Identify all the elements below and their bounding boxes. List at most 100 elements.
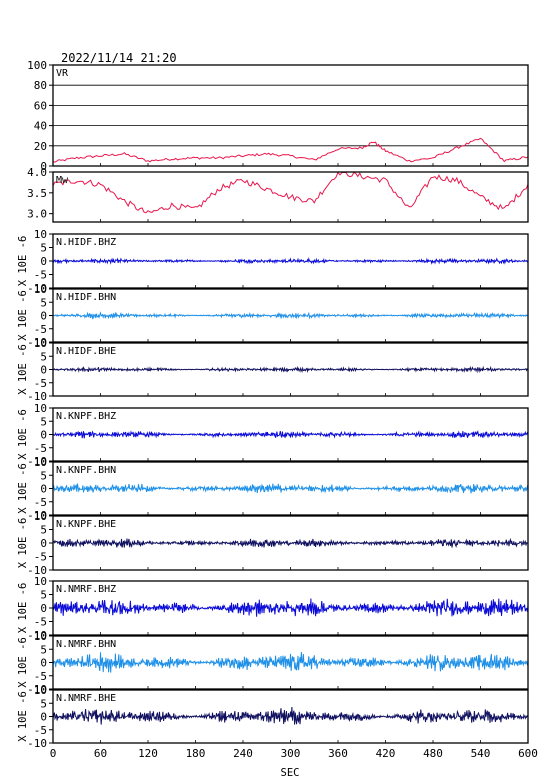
y-tick-label: 80 xyxy=(34,79,47,92)
y-tick-label: 0 xyxy=(40,429,47,442)
y-tick-label: -5 xyxy=(34,442,47,455)
y-tick-label: -10 xyxy=(27,336,47,349)
y-tick-label: 10 xyxy=(34,684,47,697)
y-tick-label: -10 xyxy=(27,683,47,696)
x-tick-label: 300 xyxy=(281,747,301,760)
y-tick-label: 10 xyxy=(34,402,47,415)
y-tick-label: 3.5 xyxy=(27,187,47,200)
trace-n-hidf-bhz xyxy=(52,257,529,265)
panel-label: N.HIDF.BHE xyxy=(56,346,116,357)
y-tick-label: 0 xyxy=(40,483,47,496)
y-axis-unit-label: X 10E -6 xyxy=(17,409,29,460)
y-axis-unit-label: X 10E -6 xyxy=(17,583,29,634)
y-tick-label: -10 xyxy=(27,509,47,522)
y-tick-label: -5 xyxy=(34,496,47,509)
y-tick-label: 3.0 xyxy=(27,208,47,221)
y-axis-unit-label: X 10E -6 xyxy=(17,236,29,287)
x-tick-label: 540 xyxy=(471,747,491,760)
panel-label: N.HIDF.BHN xyxy=(56,292,116,303)
y-tick-label: -5 xyxy=(34,551,47,564)
trace-n-nmrf-bhz xyxy=(52,598,529,617)
panel-label: VR xyxy=(56,68,69,79)
panel-label: Mw xyxy=(56,175,69,186)
x-tick-label: 60 xyxy=(94,747,107,760)
y-axis-unit-label: X 10E -6 xyxy=(17,344,29,395)
trace-mw xyxy=(52,171,529,214)
y-tick-label: 0 xyxy=(40,657,47,670)
trace-n-knpf-bhn xyxy=(52,483,529,494)
y-tick-label: 0 xyxy=(40,602,47,615)
y-tick-label: -5 xyxy=(34,724,47,737)
y-tick-label: 0 xyxy=(40,537,47,550)
panel-label: N.KNPF.BHE xyxy=(56,519,116,530)
panel-mw: 3.0 3.5 4.0 Mw xyxy=(27,166,529,223)
y-tick-label: 4.0 xyxy=(27,166,47,179)
y-tick-label: 5 xyxy=(40,469,47,482)
y-tick-label: 100 xyxy=(27,59,47,72)
trace-n-hidf-bhn xyxy=(52,311,529,320)
y-tick-label: 10 xyxy=(34,337,47,350)
trace-n-nmrf-bhe xyxy=(52,706,529,725)
y-tick-label: 5 xyxy=(40,697,47,710)
y-tick-label: -5 xyxy=(34,269,47,282)
y-axis-unit-label: X 10E -6 xyxy=(17,290,29,341)
y-tick-label: -10 xyxy=(27,455,47,468)
panel-label: N.KNPF.BHN xyxy=(56,465,116,476)
panel-vr: 0 20 40 60 80 100 VR xyxy=(27,59,529,173)
x-tick-label: 480 xyxy=(423,747,443,760)
y-tick-label: 10 xyxy=(34,575,47,588)
x-axis-title: SEC xyxy=(281,767,300,779)
panel-label: N.HIDF.BHZ xyxy=(56,237,116,248)
y-tick-label: 10 xyxy=(34,456,47,469)
panels: 020406080100VR3.03.54.0Mw-10-50510N.HIDF… xyxy=(17,59,538,760)
y-tick-label: 60 xyxy=(34,99,47,112)
y-tick-label: 5 xyxy=(40,296,47,309)
y-tick-label: -10 xyxy=(27,737,47,750)
y-tick-label: 0 xyxy=(40,711,47,724)
x-tick-label: 0 xyxy=(50,747,57,760)
y-tick-label: -10 xyxy=(27,282,47,295)
y-tick-label: -10 xyxy=(27,390,47,403)
y-axis-unit-label: X 10E -6 xyxy=(17,637,29,688)
figure-title: 2022/11/14 21:20 xyxy=(61,51,177,65)
panel-label: N.NMRF.BHE xyxy=(56,693,116,704)
x-tick-label: 180 xyxy=(186,747,206,760)
panel-label: N.NMRF.BHZ xyxy=(56,584,116,595)
x-tick-label: 240 xyxy=(233,747,253,760)
y-tick-label: -5 xyxy=(34,616,47,629)
trace-n-hidf-bhe xyxy=(52,365,529,374)
x-tick-label: 420 xyxy=(376,747,396,760)
y-tick-label: -5 xyxy=(34,670,47,683)
y-tick-label: 10 xyxy=(34,510,47,523)
y-tick-label: 10 xyxy=(34,283,47,296)
y-tick-label: 20 xyxy=(34,140,47,153)
y-axis-unit-label: X 10E -6 xyxy=(17,463,29,514)
x-tick-label: 120 xyxy=(138,747,158,760)
panel-frame xyxy=(52,64,529,167)
y-tick-label: 5 xyxy=(40,524,47,537)
y-tick-label: 5 xyxy=(40,643,47,656)
trace-n-knpf-bhz xyxy=(52,430,529,439)
y-tick-label: 10 xyxy=(34,630,47,643)
y-tick-label: 40 xyxy=(34,120,47,133)
y-tick-label: 5 xyxy=(40,415,47,428)
y-tick-label: 0 xyxy=(40,310,47,323)
trace-n-nmrf-bhn xyxy=(52,652,529,673)
panel-label: N.KNPF.BHZ xyxy=(56,411,116,422)
y-tick-label: -5 xyxy=(34,377,47,390)
y-tick-label: -10 xyxy=(27,629,47,642)
trace-n-knpf-bhe xyxy=(52,537,529,549)
y-tick-label: 0 xyxy=(40,160,47,173)
x-tick-label: 360 xyxy=(328,747,348,760)
y-tick-label: 0 xyxy=(40,364,47,377)
